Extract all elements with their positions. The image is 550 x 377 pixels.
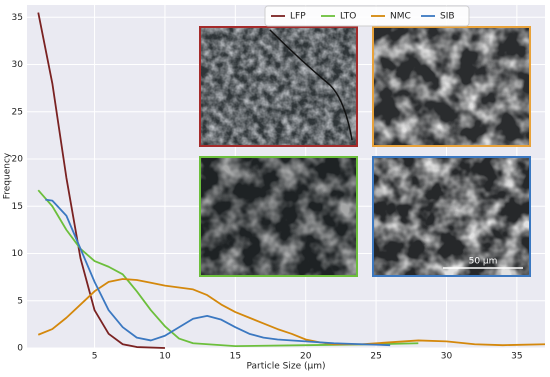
inset-texture (374, 158, 529, 275)
series-line (37, 278, 546, 347)
x-tick-label: 20 (300, 352, 312, 362)
series-line (37, 12, 165, 349)
series-line (45, 198, 391, 347)
x-tick-label: 15 (230, 352, 241, 362)
y-tick-label: 15 (12, 202, 23, 212)
y-tick-label: 35 (12, 13, 23, 23)
x-axis-label: Particle Size (μm) (247, 362, 326, 372)
legend-label: NMC (390, 12, 411, 22)
y-tick-label: 20 (12, 155, 24, 165)
crack (269, 29, 353, 141)
inset-texture (374, 28, 529, 145)
inset-texture (201, 28, 356, 145)
x-tick-label: 35 (511, 352, 522, 362)
y-tick-label: 0 (17, 344, 23, 354)
x-tick-label: 25 (370, 352, 381, 362)
insets: 50 µm (199, 26, 531, 277)
x-tick-label: 10 (159, 352, 171, 362)
scale-bar-label: 50 µm (469, 257, 498, 267)
y-tick-label: 25 (12, 107, 23, 117)
legend-label: LFP (290, 12, 306, 22)
x-tick-label: 30 (441, 352, 453, 362)
y-axis-label: Frequency (3, 152, 13, 199)
legend-label: SIB (440, 12, 455, 22)
legend-label: LTO (340, 12, 356, 22)
y-tick-label: 30 (12, 60, 24, 70)
series-line (37, 189, 419, 348)
legend-box (264, 5, 470, 27)
inset-texture (201, 158, 356, 275)
y-tick-label: 10 (12, 249, 24, 259)
y-tick-label: 5 (17, 296, 23, 306)
x-tick-label: 5 (92, 352, 98, 362)
